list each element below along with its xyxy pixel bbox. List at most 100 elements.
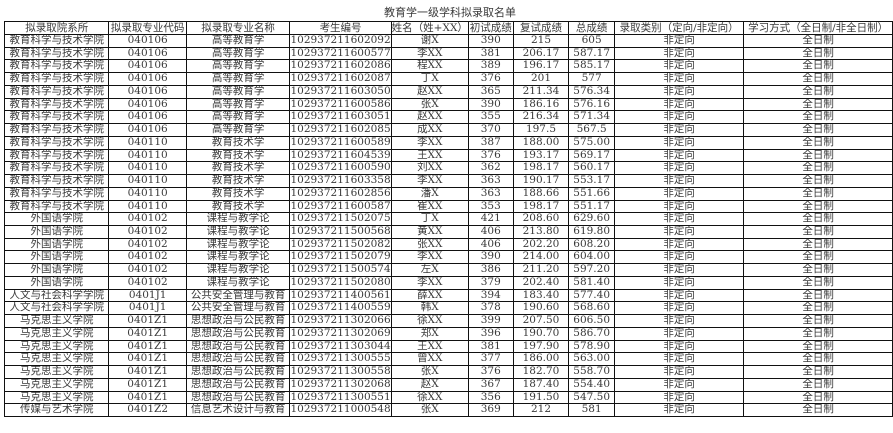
cell-major-code: 040106 xyxy=(108,72,187,86)
cell-major-code: 040110 xyxy=(108,174,187,188)
cell-department: 人文与社会科学学院 xyxy=(3,288,110,303)
cell-candidate-id: 102937211602856 xyxy=(289,186,392,201)
table-row: 马克思主义学院 0401Z1 思想政治与公民教育 102937211300558 张X 3… xyxy=(3,365,893,379)
cell-admission-type: 非定向 xyxy=(613,148,745,163)
cell-admission-type: 非定向 xyxy=(613,135,745,150)
cell-prelim-score: 387 xyxy=(467,135,514,150)
cell-retest-score: 211.20 xyxy=(512,263,570,277)
cell-name: 丁X xyxy=(390,72,469,86)
cell-study-mode: 全日制 xyxy=(743,250,893,265)
cell-department: 传媒与艺术学院 xyxy=(3,403,110,418)
admission-table: 拟录取院系所 拟录取专业代码 拟录取专业名称 考生编号 姓名（姓+XX） 初试成绩 复试成绩… xyxy=(3,21,893,418)
cell-major-code: 040110 xyxy=(108,148,187,163)
cell-candidate-id: 102937211300555 xyxy=(289,352,392,367)
cell-study-mode: 全日制 xyxy=(743,326,893,341)
cell-prelim-score: 365 xyxy=(467,84,514,99)
cell-name: 谢X xyxy=(390,34,469,48)
cell-retest-score: 190.60 xyxy=(512,301,570,316)
cell-total-score: 629.60 xyxy=(568,212,615,227)
cell-name: 韩X xyxy=(390,301,469,316)
column-header-total-score: 总成绩 xyxy=(568,21,615,35)
table-row: 马克思主义学院 0401Z1 思想政治与公民教育 102937211300551 徐XX… xyxy=(3,390,893,405)
cell-total-score: 606.50 xyxy=(568,314,615,328)
cell-candidate-id: 102937211600589 xyxy=(289,135,392,150)
cell-candidate-id: 102937211000548 xyxy=(289,403,392,418)
table-row: 教育科学与技术学院 040106 高等教育学 102937211600577 李XX 38… xyxy=(3,46,893,61)
header-row: 拟录取院系所 拟录取专业代码 拟录取专业名称 考生编号 姓名（姓+XX） 初试成绩 复试成绩… xyxy=(3,21,893,35)
cell-total-score: 576.16 xyxy=(568,97,615,112)
cell-prelim-score: 376 xyxy=(467,148,514,163)
cell-prelim-score: 362 xyxy=(467,161,514,176)
cell-total-score: 575.00 xyxy=(568,135,615,150)
cell-admission-type: 非定向 xyxy=(613,237,745,252)
cell-major-code: 040110 xyxy=(108,135,187,150)
cell-retest-score: 198.17 xyxy=(512,161,570,176)
cell-department: 马克思主义学院 xyxy=(3,314,110,328)
cell-candidate-id: 102937211500574 xyxy=(289,263,392,277)
cell-admission-type: 非定向 xyxy=(613,174,745,188)
cell-admission-type: 非定向 xyxy=(613,403,745,418)
cell-name: 王XX xyxy=(390,148,469,163)
cell-study-mode: 全日制 xyxy=(743,34,893,48)
cell-major-name: 高等教育学 xyxy=(185,84,291,99)
cell-retest-score: 186.00 xyxy=(512,352,570,367)
cell-prelim-score: 390 xyxy=(467,97,514,112)
cell-retest-score: 207.50 xyxy=(512,314,570,328)
cell-major-code: 040106 xyxy=(108,84,187,99)
cell-total-score: 597.20 xyxy=(568,263,615,277)
cell-admission-type: 非定向 xyxy=(613,314,745,328)
cell-candidate-id: 102937211502075 xyxy=(289,212,392,227)
cell-name: 潘X xyxy=(390,186,469,201)
cell-department: 教育科学与技术学院 xyxy=(3,174,110,188)
cell-study-mode: 全日制 xyxy=(743,174,893,188)
cell-admission-type: 非定向 xyxy=(613,275,745,290)
cell-admission-type: 非定向 xyxy=(613,377,745,392)
cell-prelim-score: 394 xyxy=(467,288,514,303)
cell-department: 教育科学与技术学院 xyxy=(3,59,110,74)
cell-department: 外国语学院 xyxy=(3,263,110,277)
cell-candidate-id: 102937211302068 xyxy=(289,377,392,392)
column-header-prelim-score: 初试成绩 xyxy=(467,21,514,35)
cell-retest-score: 197.5 xyxy=(512,123,570,137)
cell-name: 成XX xyxy=(390,123,469,137)
cell-major-name: 思想政治与公民教育 xyxy=(185,326,291,341)
cell-admission-type: 非定向 xyxy=(613,326,745,341)
cell-study-mode: 全日制 xyxy=(743,390,893,405)
cell-admission-type: 非定向 xyxy=(613,34,745,48)
cell-major-code: 040106 xyxy=(108,97,187,112)
cell-study-mode: 全日制 xyxy=(743,148,893,163)
cell-major-name: 课程与教学论 xyxy=(185,237,291,252)
cell-candidate-id: 102937211400559 xyxy=(289,301,392,316)
cell-study-mode: 全日制 xyxy=(743,377,893,392)
cell-major-name: 课程与教学论 xyxy=(185,263,291,277)
cell-major-code: 0401J1 xyxy=(108,288,187,303)
cell-department: 马克思主义学院 xyxy=(3,339,110,354)
cell-name: 李XX xyxy=(390,174,469,188)
cell-candidate-id: 102937211603051 xyxy=(289,110,392,125)
cell-retest-score: 197.90 xyxy=(512,339,570,354)
table-row: 教育科学与技术学院 040110 教育技术学 102937211604539 王XX 37… xyxy=(3,148,893,163)
cell-major-name: 高等教育学 xyxy=(185,72,291,86)
cell-major-name: 思想政治与公民教育 xyxy=(185,365,291,379)
column-header-major-name: 拟录取专业名称 xyxy=(185,21,291,35)
cell-admission-type: 非定向 xyxy=(613,72,745,86)
cell-prelim-score: 406 xyxy=(467,225,514,239)
cell-admission-type: 非定向 xyxy=(613,288,745,303)
cell-major-code: 0401Z1 xyxy=(108,314,187,328)
cell-prelim-score: 367 xyxy=(467,377,514,392)
cell-candidate-id: 102937211600590 xyxy=(289,161,392,176)
cell-admission-type: 非定向 xyxy=(613,186,745,201)
cell-candidate-id: 102937211302069 xyxy=(289,326,392,341)
cell-department: 教育科学与技术学院 xyxy=(3,84,110,99)
cell-major-name: 教育技术学 xyxy=(185,135,291,150)
cell-major-code: 040102 xyxy=(108,250,187,265)
cell-name: 黄XX xyxy=(390,225,469,239)
cell-name: 赵XX xyxy=(390,110,469,125)
cell-department: 教育科学与技术学院 xyxy=(3,135,110,150)
cell-name: 张X xyxy=(390,97,469,112)
column-header-admission-type: 录取类别（定向/非定向） xyxy=(613,21,745,35)
cell-major-code: 0401Z2 xyxy=(108,403,187,418)
table-row: 外国语学院 040102 课程与教学论 102937211502082 张XX 406 20… xyxy=(3,237,893,252)
cell-department: 教育科学与技术学院 xyxy=(3,123,110,137)
cell-major-code: 040102 xyxy=(108,263,187,277)
